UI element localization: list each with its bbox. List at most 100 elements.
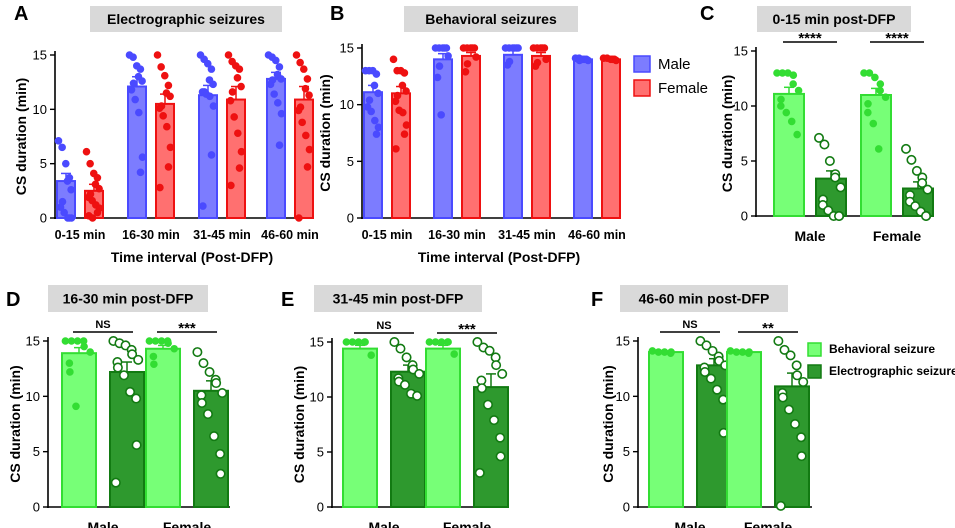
data-point	[86, 348, 94, 356]
data-point	[215, 468, 226, 479]
data-point	[796, 451, 807, 462]
data-point	[392, 145, 400, 153]
data-point	[922, 184, 933, 195]
panel-title: 31-45 min post-DFP	[333, 291, 464, 307]
y-axis-label: CS duration (min)	[7, 365, 23, 482]
data-point	[402, 87, 410, 95]
data-point	[542, 55, 550, 64]
data-point	[299, 65, 308, 73]
data-point	[777, 102, 785, 110]
data-point	[199, 202, 207, 210]
data-point	[133, 354, 144, 365]
data-point	[365, 96, 374, 104]
panel-title: 16-30 min post-DFP	[63, 291, 194, 307]
data-point	[266, 80, 275, 89]
bar-electrographic-seizure	[774, 385, 810, 508]
data-point	[783, 404, 794, 415]
data-point	[864, 108, 872, 117]
data-point	[237, 147, 246, 156]
bar-female	[531, 54, 551, 219]
panel-title: Behavioral seizures	[425, 11, 557, 27]
y-tick-label: 15	[616, 334, 630, 349]
significance-label: **	[762, 320, 774, 337]
data-point	[372, 70, 381, 78]
data-point	[830, 172, 841, 183]
significance-label: ***	[178, 320, 196, 337]
data-point	[745, 348, 753, 356]
data-point	[235, 164, 244, 172]
y-tick-label: 10	[734, 99, 748, 114]
y-tick-label: 0	[317, 500, 324, 515]
y-tick-label: 5	[33, 444, 40, 459]
legend-label: Male	[658, 56, 691, 73]
data-point	[497, 368, 508, 379]
x-axis-label: Time interval (Post-DFP)	[418, 249, 580, 265]
data-point	[127, 349, 138, 360]
bar-female	[155, 102, 175, 219]
data-point	[211, 378, 222, 389]
panel-letter: C	[700, 3, 714, 25]
bar-behavioral-seizure	[342, 347, 378, 508]
data-point	[61, 159, 70, 168]
panel-letter: D	[6, 289, 20, 311]
y-tick-label: 5	[40, 156, 47, 171]
data-point	[129, 53, 137, 61]
data-point	[95, 184, 103, 193]
data-point	[450, 350, 459, 358]
data-point	[67, 185, 75, 194]
data-point	[789, 71, 798, 79]
data-point	[503, 61, 512, 69]
data-point	[198, 358, 209, 369]
data-point	[876, 86, 884, 95]
data-point	[136, 168, 145, 177]
data-point	[150, 360, 158, 369]
x-tick-label: 31-45 min	[193, 228, 251, 242]
data-point	[738, 348, 747, 356]
bar-male	[433, 58, 453, 220]
data-point	[371, 116, 379, 125]
data-point	[495, 451, 506, 462]
data-point	[374, 123, 383, 132]
x-tick-label: Female	[443, 519, 491, 528]
data-point	[294, 106, 303, 115]
data-point	[482, 399, 493, 410]
y-tick-label: 0	[347, 211, 354, 226]
panel-a: A Electrographic seizures 0 5 10 15 CS duratio…	[13, 3, 319, 265]
data-point	[398, 81, 407, 90]
data-point	[271, 56, 280, 65]
significance-label: NS	[95, 319, 110, 331]
legend-swatch	[633, 79, 651, 97]
legend-swatch	[807, 364, 822, 379]
panel-title-box	[90, 6, 282, 32]
data-point	[374, 89, 382, 98]
panel-title-box	[620, 285, 788, 312]
data-point	[93, 173, 102, 182]
panel-title: Electrographic seizures	[107, 11, 265, 27]
data-point	[298, 118, 306, 127]
y-tick-label: 15	[734, 44, 748, 59]
data-point	[701, 340, 712, 351]
y-tick-label: 10	[310, 390, 324, 405]
data-point	[399, 108, 407, 117]
data-point	[153, 51, 162, 59]
x-tick-label: 0-15 min	[55, 228, 106, 242]
panel-c: C 0-15 min post-DFP 0 5 10 15 CS duration (min…	[700, 3, 934, 244]
data-point	[295, 214, 303, 222]
data-point	[135, 108, 143, 117]
data-point	[813, 132, 824, 143]
data-point	[367, 351, 376, 360]
y-axis-label: CS duration (min)	[291, 366, 307, 483]
panel-title-box	[314, 285, 482, 312]
data-point	[699, 366, 710, 377]
data-point	[112, 362, 123, 373]
x-tick-label: 46-60 min	[568, 228, 626, 242]
panel-title-box	[757, 6, 911, 32]
y-tick-label: 10	[340, 97, 354, 112]
data-point	[209, 80, 217, 89]
data-point	[401, 352, 412, 363]
data-point	[793, 130, 801, 139]
x-tick-label: 16-30 min	[428, 228, 486, 242]
data-point	[389, 336, 400, 347]
y-axis-label: CS duration (min)	[13, 78, 29, 195]
y-tick-label: 15	[340, 41, 354, 56]
